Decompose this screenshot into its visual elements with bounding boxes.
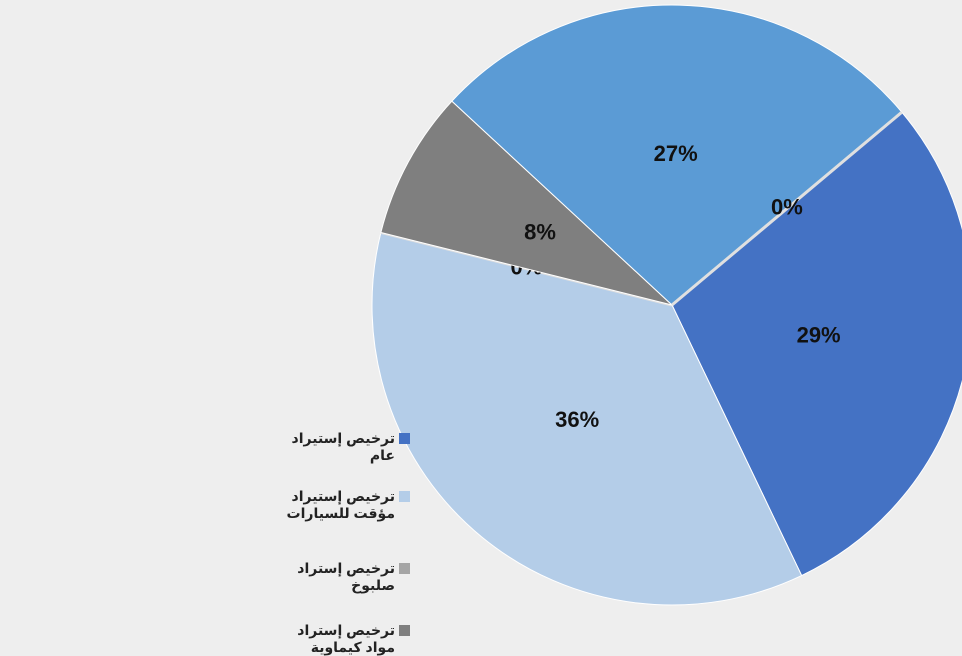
legend-entry: ترخيص إستيراد عام [200,430,410,464]
legend-swatch [399,563,410,574]
pie-slice [371,231,803,606]
pie-slice [380,100,673,306]
legend-swatch [399,491,410,502]
data-label: 8% [524,219,556,244]
data-label: 27% [654,141,698,166]
data-label: 36% [555,407,599,432]
pie-slice [671,111,903,307]
legend-label: ترخيص إستراد مواد كيماوية [297,622,395,655]
legend-swatch [399,625,410,636]
legend-swatch [399,433,410,444]
pie-slice [671,111,962,577]
legend-entry: ترخيص إستراد مواد كيماوية [200,622,410,656]
legend-entry: ترخيص إستيراد مؤقت للسيارات [200,488,410,522]
legend: ترخيص إستيراد عام ترخيص إستيراد مؤقت للسي… [200,0,410,655]
pie-slice [451,4,903,306]
data-label: 29% [797,323,841,348]
data-label: 0% [771,194,803,219]
legend-label: ترخيص إستيراد عام [291,430,395,463]
legend-label: ترخيص إستيراد مؤقت للسيارات [286,488,395,521]
legend-label: ترخيص إستراد صلبوخ [297,560,395,593]
legend-entry: ترخيص إستراد صلبوخ [200,560,410,594]
